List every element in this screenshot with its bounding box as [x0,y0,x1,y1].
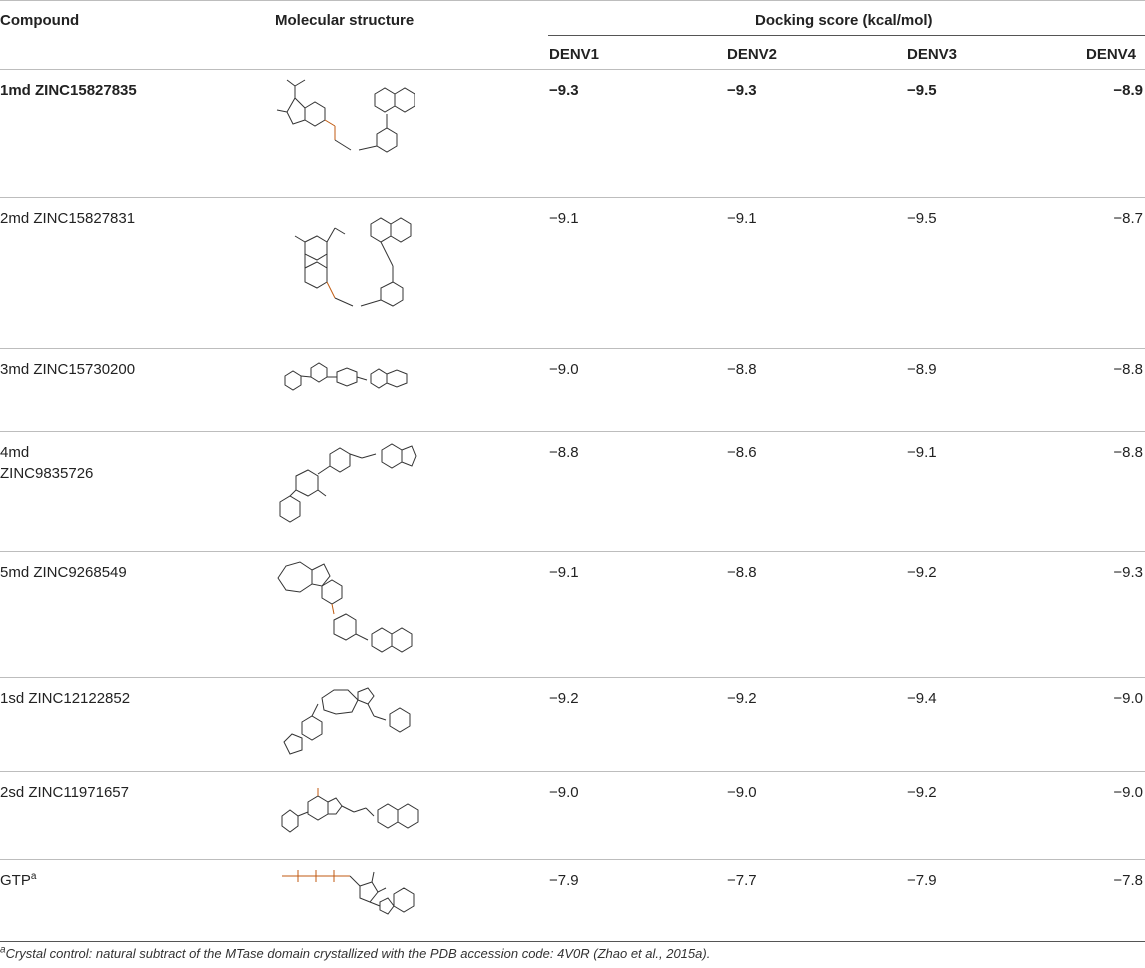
header-denv4: DENV4 [1086,46,1137,63]
indoline-sulfonamide-quinoline-structure [275,74,415,166]
row-divider [0,771,1145,772]
row-2-denv4: −8.7 [1113,210,1143,227]
row-8-compound-footnote-marker: a [30,871,37,882]
row-4-denv1: −8.8 [549,444,579,461]
row-8-denv1: −7.9 [549,872,579,889]
table-bottom-rule [0,941,1145,942]
row-6-denv1: −9.2 [549,690,579,707]
triazolodiazepine-structure [278,682,423,768]
row-divider [0,431,1145,432]
row-1-denv3: −9.5 [907,82,937,99]
row-4-compound-line1: 4md [0,444,30,461]
row-2-denv2: −9.1 [727,210,757,227]
header-denv2: DENV2 [727,46,778,63]
row-8-compound: GTPa [0,872,36,890]
row-8-denv4: −7.8 [1113,872,1143,889]
footnote-text: Crystal control: natural subtract of the… [5,946,711,961]
row-4-compound-line2: ZINC9835726 [0,465,94,482]
footnote: aCrystal control: natural subtract of th… [0,944,711,961]
row-5-compound: 5md ZINC9268549 [0,564,127,581]
row-8-compound-label: GTP [0,872,31,889]
row-7-denv4: −9.0 [1113,784,1143,801]
row-1-denv4: −8.9 [1113,82,1143,99]
row-3-denv1: −9.0 [549,361,579,378]
row-4-denv4: −8.8 [1113,444,1143,461]
row-divider [0,348,1145,349]
row-6-denv3: −9.4 [907,690,937,707]
row-7-denv2: −9.0 [727,784,757,801]
row-divider [0,197,1145,198]
row-7-denv1: −9.0 [549,784,579,801]
row-7-denv3: −9.2 [907,784,937,801]
row-7-compound: 2sd ZINC11971657 [0,784,129,801]
benzoxazine-sulfonamide-quinoline-structure [275,202,425,320]
score-group-rule [548,35,1145,36]
row-6-compound: 1sd ZINC12122852 [0,690,131,707]
row-3-denv3: −8.9 [907,361,937,378]
row-divider [0,551,1145,552]
row-6-denv2: −9.2 [727,690,757,707]
row-4-denv3: −9.1 [907,444,937,461]
row-3-denv4: −8.8 [1113,361,1143,378]
row-2-compound: 2md ZINC15827831 [0,210,136,227]
header-compound: Compound [0,12,80,29]
row-divider [0,859,1145,860]
header-denv3: DENV3 [907,46,958,63]
row-4-denv2: −8.6 [727,444,757,461]
row-5-denv2: −8.8 [727,564,757,581]
row-3-denv2: −8.8 [727,361,757,378]
row-5-denv4: −9.3 [1113,564,1143,581]
row-divider [0,677,1145,678]
gtp-structure [280,866,425,930]
row-5-denv1: −9.1 [549,564,579,581]
header-denv1: DENV1 [549,46,600,63]
row-6-denv4: −9.0 [1113,690,1143,707]
chromane-indole-amide-structure [272,436,417,546]
top-rule [0,0,1145,1]
header-structure: Molecular structure [275,12,415,29]
row-2-denv3: −9.5 [907,210,937,227]
carbazole-sulfonyl-piperidine-structure [272,556,417,674]
header-docking-score: Docking score (kcal/mol) [755,12,933,29]
row-2-denv1: −9.1 [549,210,579,227]
row-8-denv2: −7.7 [727,872,757,889]
row-1-denv2: −9.3 [727,82,757,99]
row-8-denv3: −7.9 [907,872,937,889]
row-5-denv3: −9.2 [907,564,937,581]
footnote-marker: a [0,944,6,956]
row-1-denv1: −9.3 [549,82,579,99]
header-bottom-rule [0,69,1145,70]
pyridazinone-piperazine-structure [275,358,420,408]
benzofuran-naphthyl-acetamide-structure [278,778,423,854]
row-3-compound: 3md ZINC15730200 [0,361,136,378]
row-1-compound: 1md ZINC15827835 [0,82,137,99]
